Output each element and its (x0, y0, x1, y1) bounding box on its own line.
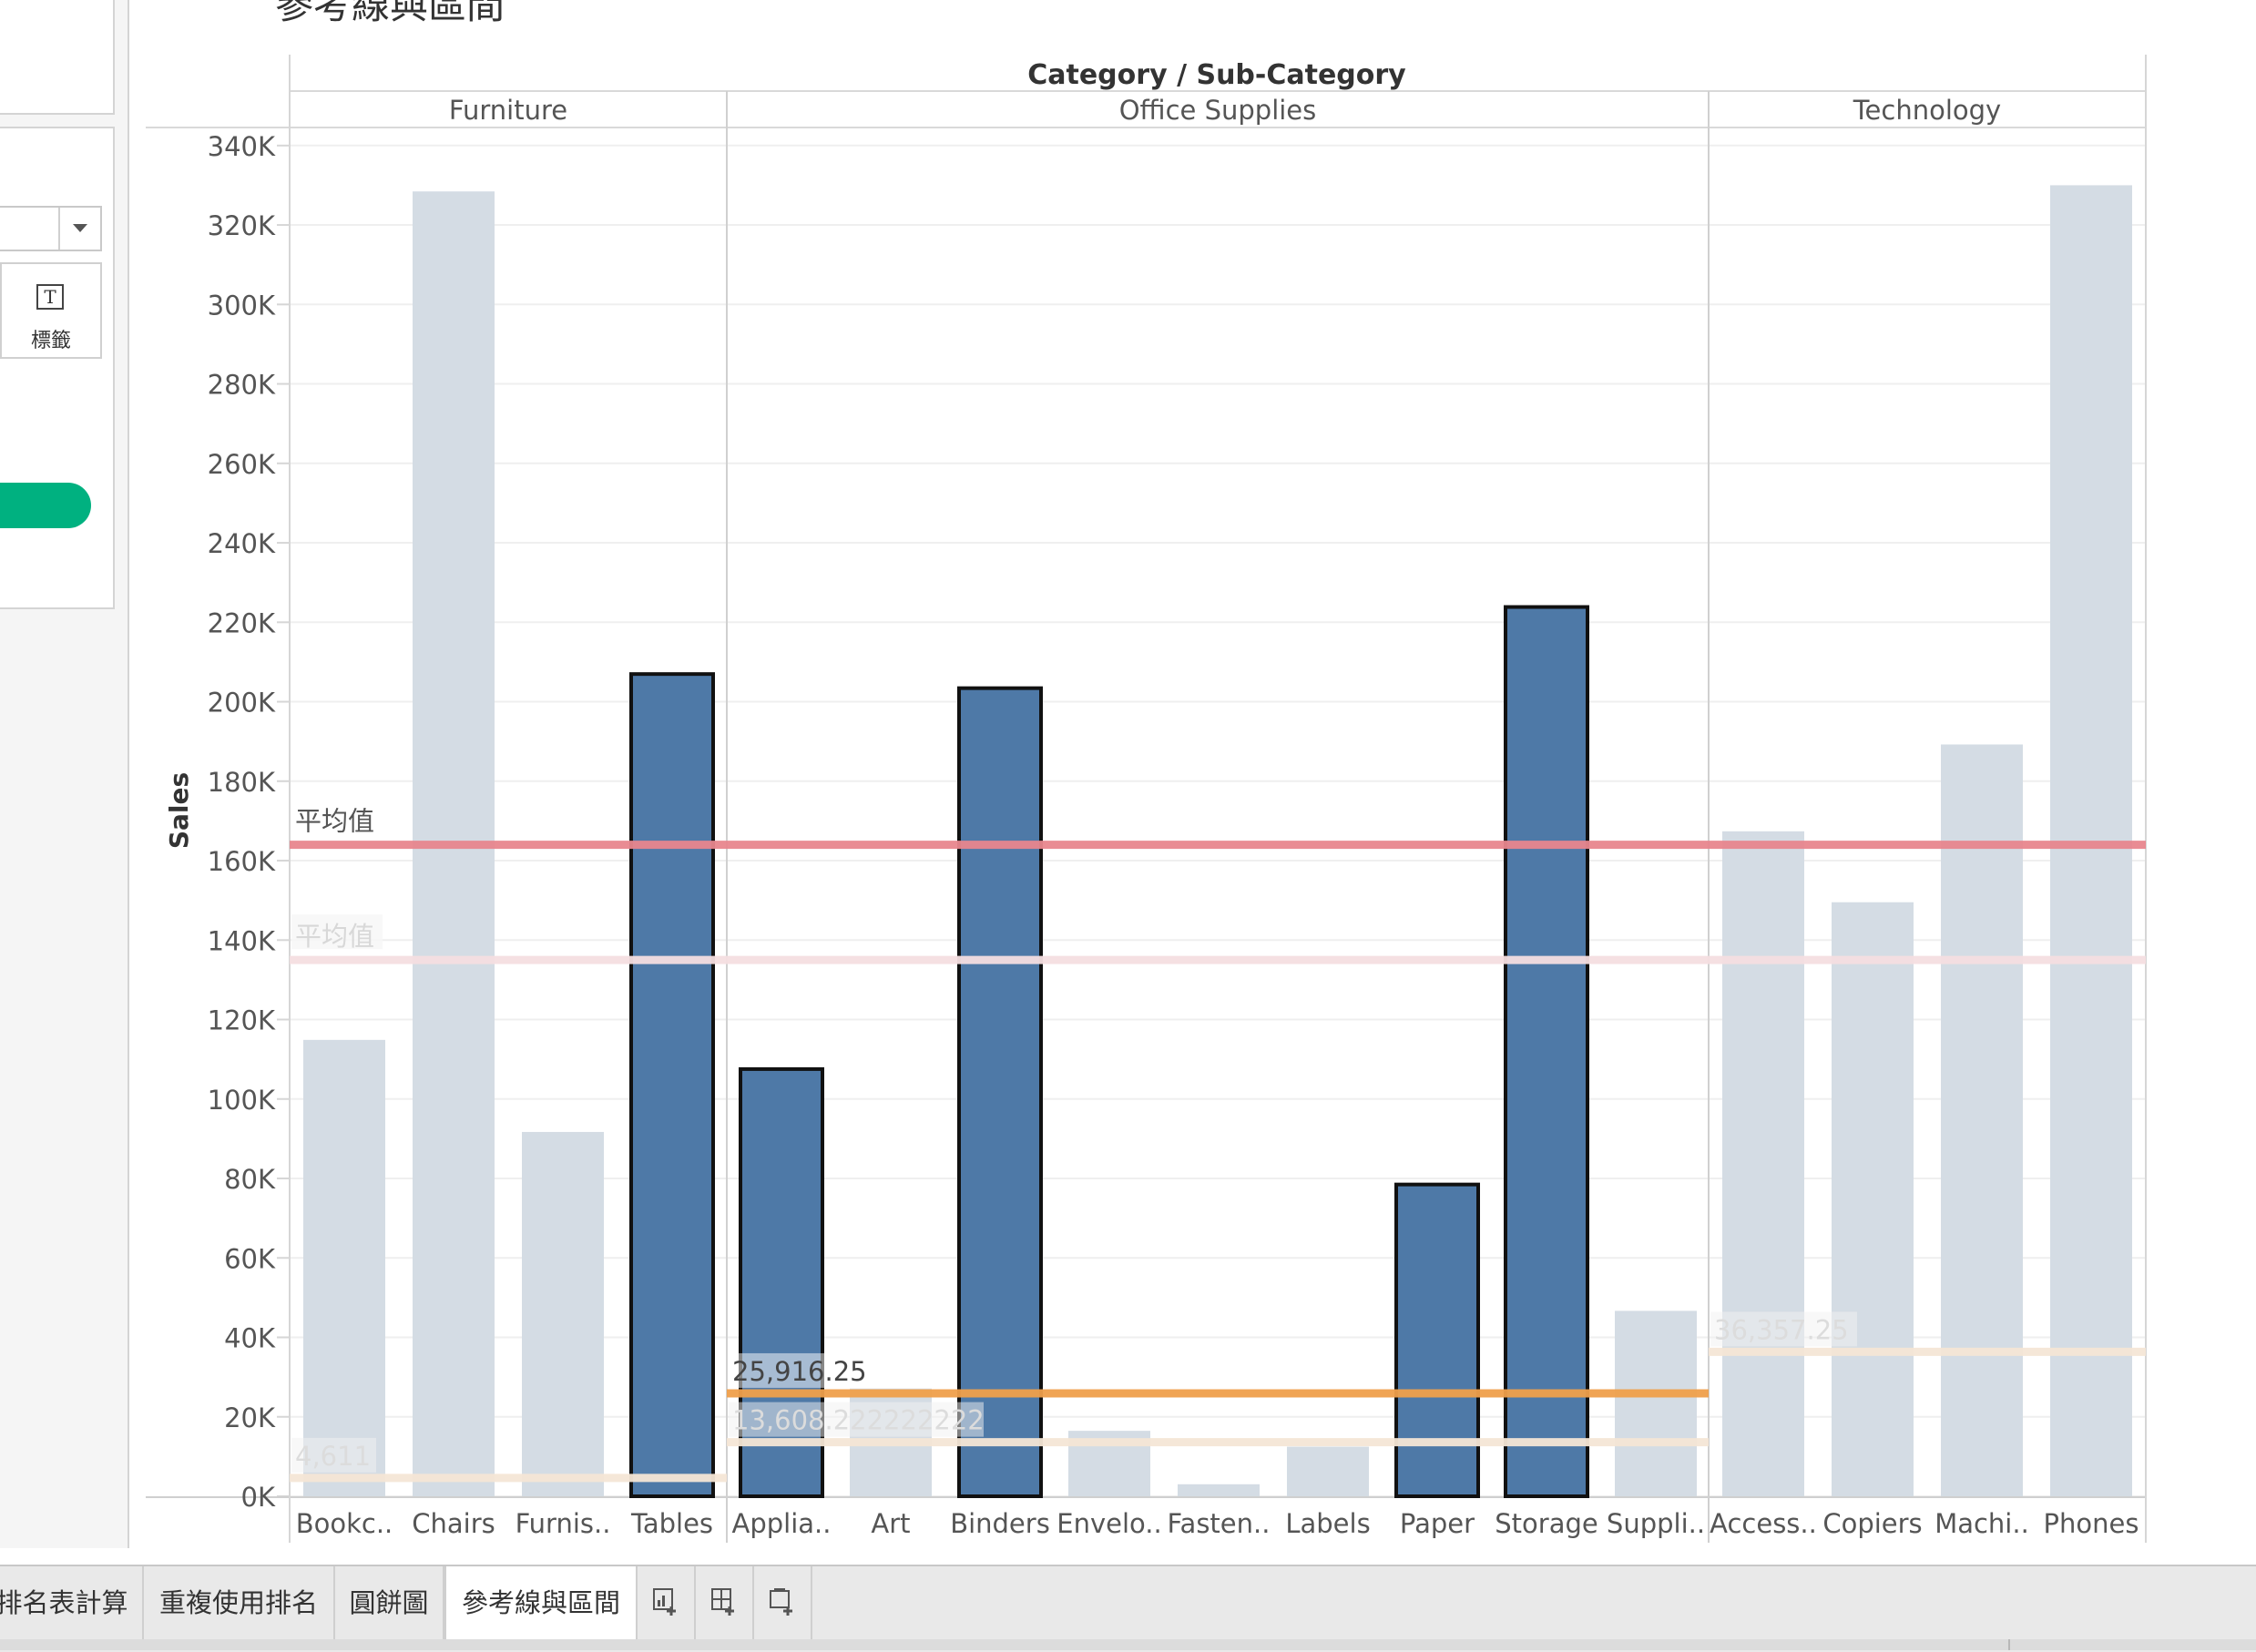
bar-0-2 (522, 1131, 604, 1496)
left-panel: T 標籤 (0, 0, 129, 1548)
x-tick-label: Furnis.. (516, 1508, 611, 1539)
dropdown-arrow-button[interactable] (58, 208, 100, 250)
status-strip (0, 1639, 2256, 1650)
x-tick-label: Phones (2044, 1508, 2139, 1539)
category-average-label-bg (291, 1437, 376, 1473)
bar-2-0 (1722, 831, 1804, 1496)
bar-1-6 (1394, 1182, 1480, 1498)
category-header-1: Office Supplies (1119, 95, 1317, 126)
x-tick-label: Machi.. (1934, 1508, 2029, 1539)
bar-1-7 (1504, 605, 1589, 1498)
header-title: Category / Sub-Category (1027, 59, 1406, 91)
sheet-tab-bar: 排名表計算 重複使用排名 圓餅圖 參考線與區間 (0, 1565, 2256, 1652)
tab-reference-lines[interactable]: 參考線與區間 (444, 1566, 638, 1641)
new-worksheet-button[interactable] (638, 1566, 696, 1641)
reference-line-label: 平均值 (295, 921, 374, 952)
sheet-title: 參考線與區間 (275, 0, 505, 27)
new-dashboard-button[interactable] (696, 1566, 754, 1641)
x-tick-label: Copiers (1822, 1508, 1922, 1539)
tab-pie-chart[interactable]: 圓餅圖 (335, 1566, 444, 1641)
new-worksheet-icon (653, 1588, 676, 1616)
y-tick-label: 260K (208, 449, 276, 480)
y-axis-label: Sales (164, 772, 194, 849)
y-tick-label: 140K (208, 925, 276, 956)
chevron-down-icon (73, 224, 87, 232)
y-tick-label: 200K (208, 688, 276, 719)
category-average-label: 36,357.25 (1714, 1314, 1849, 1345)
bar-2-1 (1832, 902, 1914, 1496)
new-story-icon (770, 1588, 792, 1616)
y-tick-label: 100K (208, 1085, 276, 1116)
mark-type-dropdown[interactable] (0, 206, 102, 251)
category-average-label-bg (1710, 1311, 1857, 1347)
y-tick-label: 60K (224, 1243, 276, 1274)
reference-line-label-bg (291, 914, 383, 950)
bar-chart[interactable]: 0K 20K 40K 60K 80K 100K 120K 140K 160K 180K 200K 22… (0, 0, 2256, 1565)
x-tick-label: Bookc.. (296, 1508, 393, 1539)
x-tick-label: Suppli.. (1607, 1508, 1705, 1539)
y-tick-label: 120K (208, 1005, 276, 1036)
x-tick-label: Art (871, 1508, 910, 1539)
bar-1-4 (1178, 1484, 1260, 1496)
x-tick-label: Storage (1495, 1508, 1598, 1539)
x-tick-label: Paper (1400, 1508, 1475, 1539)
x-tick-label: Labels (1285, 1508, 1370, 1539)
y-tick-label: 300K (208, 290, 276, 321)
new-story-button[interactable] (754, 1566, 812, 1641)
tab-reuse-rank[interactable]: 重複使用排名 (144, 1566, 335, 1641)
reference-lines (290, 841, 2146, 1483)
chart-frame (146, 55, 2147, 1543)
chart-texts: 0K 20K 40K 60K 80K 100K 120K 140K 160K 180K 200K 22… (164, 59, 2139, 1539)
x-tick-label: Chairs (412, 1508, 495, 1539)
x-tick-label: Applia.. (732, 1508, 832, 1539)
tab-rank-table-calc[interactable]: 排名表計算 (0, 1566, 144, 1641)
x-tick-label: Envelo.. (1057, 1508, 1161, 1539)
bar-0-3 (629, 672, 715, 1498)
y-tick-label: 180K (208, 767, 276, 798)
bar-1-5 (1287, 1446, 1369, 1496)
category-average-label: 25,916.25 (732, 1356, 867, 1387)
x-tick-label: Binders (950, 1508, 1050, 1539)
x-tick-label: Access.. (1710, 1508, 1817, 1539)
x-tick-label: Fasten.. (1168, 1508, 1271, 1539)
filters-card (0, 0, 115, 115)
category-average-label-bg (729, 1352, 875, 1388)
y-tick-label: 20K (224, 1402, 276, 1433)
category-average-label: 13,608.222222222 (732, 1405, 985, 1436)
y-tick-label: 320K (208, 210, 276, 241)
green-field-pill[interactable] (0, 483, 91, 528)
y-tick-label: 40K (224, 1323, 276, 1354)
bar-2-2 (1941, 744, 2023, 1496)
y-tick-label: 80K (224, 1164, 276, 1195)
label-mark-text: 標籤 (30, 330, 71, 352)
category-header-0: Furniture (449, 95, 567, 126)
x-tick-label: Tables (630, 1508, 713, 1539)
category-header-2: Technology (1853, 95, 2001, 126)
reference-line-label: 平均值 (295, 806, 374, 837)
y-tick-label: 0K (241, 1482, 276, 1513)
new-dashboard-icon (711, 1588, 734, 1616)
label-mark-button[interactable]: T 標籤 (0, 262, 102, 359)
y-tick-label: 160K (208, 846, 276, 877)
y-tick-label: 280K (208, 370, 276, 401)
bar-1-2 (957, 686, 1043, 1498)
bar-0-0 (303, 1039, 385, 1496)
y-tick-label: 220K (208, 607, 276, 638)
category-average-label: 4,611 (295, 1441, 371, 1472)
y-tick-label: 240K (208, 528, 276, 559)
text-label-icon: T (36, 284, 64, 310)
bar-1-8 (1615, 1310, 1697, 1496)
y-tick-label: 340K (208, 131, 276, 162)
category-average-label-bg (729, 1402, 984, 1437)
